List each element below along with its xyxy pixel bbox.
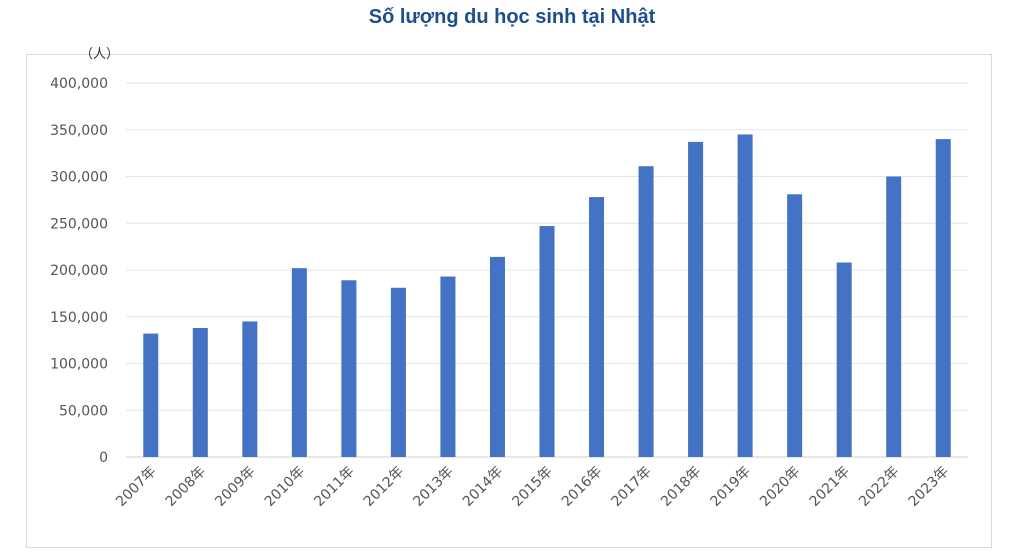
x-tick-label: 2018年 (658, 464, 704, 510)
bar (143, 333, 159, 457)
bar (836, 262, 852, 457)
x-tick-label: 2009年 (212, 464, 258, 510)
bar (192, 327, 208, 457)
bar (886, 176, 902, 457)
x-tick-label: 2019年 (708, 464, 754, 510)
bar (390, 287, 406, 457)
y-tick-label: 400,000 (50, 76, 108, 92)
x-tick-label: 2012年 (361, 464, 407, 510)
y-tick-label: 350,000 (50, 123, 108, 139)
bar (242, 321, 258, 457)
y-axis-ticks: 0 50,000 100,000 150,000 200,000 250,000 300,0… (50, 76, 108, 466)
x-tick-label: 2023年 (906, 464, 952, 510)
x-tick-label: 2022年 (856, 464, 902, 510)
x-tick-label: 2014年 (460, 464, 506, 510)
x-tick-label: 2007年 (113, 464, 159, 510)
x-tick-label: 2008年 (163, 464, 209, 510)
bars (143, 134, 951, 458)
y-tick-label: 200,000 (50, 263, 108, 279)
y-tick-label: 250,000 (50, 216, 108, 232)
x-tick-label: 2016年 (559, 464, 605, 510)
bar (688, 141, 704, 457)
y-tick-label: 300,000 (50, 170, 108, 186)
x-tick-label: 2017年 (608, 464, 654, 510)
bar (638, 166, 654, 457)
chart-title: Số lượng du học sinh tại Nhật (368, 6, 656, 28)
bar (489, 256, 505, 457)
y-tick-label: 100,000 (50, 357, 108, 373)
x-tick-label: 2020年 (757, 464, 803, 510)
x-tick-label: 2011年 (311, 464, 357, 510)
bar (787, 194, 803, 457)
y-unit-label: （人） (80, 47, 119, 62)
bar (935, 139, 951, 457)
bar (341, 280, 357, 457)
x-tick-label: 2021年 (807, 464, 853, 510)
x-tick-label: 2013年 (410, 464, 456, 510)
bar (737, 134, 753, 458)
x-tick-label: 2010年 (262, 464, 308, 510)
chart-frame (26, 54, 992, 548)
bar (589, 197, 605, 457)
x-axis-ticks: 2007年 2008年 2009年 2010年 2011年 2012年 2013年 2014年… (113, 464, 952, 510)
y-tick-label: 0 (99, 450, 108, 466)
x-tick-label: 2015年 (509, 464, 555, 510)
bar (291, 268, 307, 457)
bar (539, 226, 555, 457)
bar (440, 276, 456, 457)
y-tick-label: 150,000 (50, 310, 108, 326)
y-tick-label: 50,000 (59, 403, 108, 419)
